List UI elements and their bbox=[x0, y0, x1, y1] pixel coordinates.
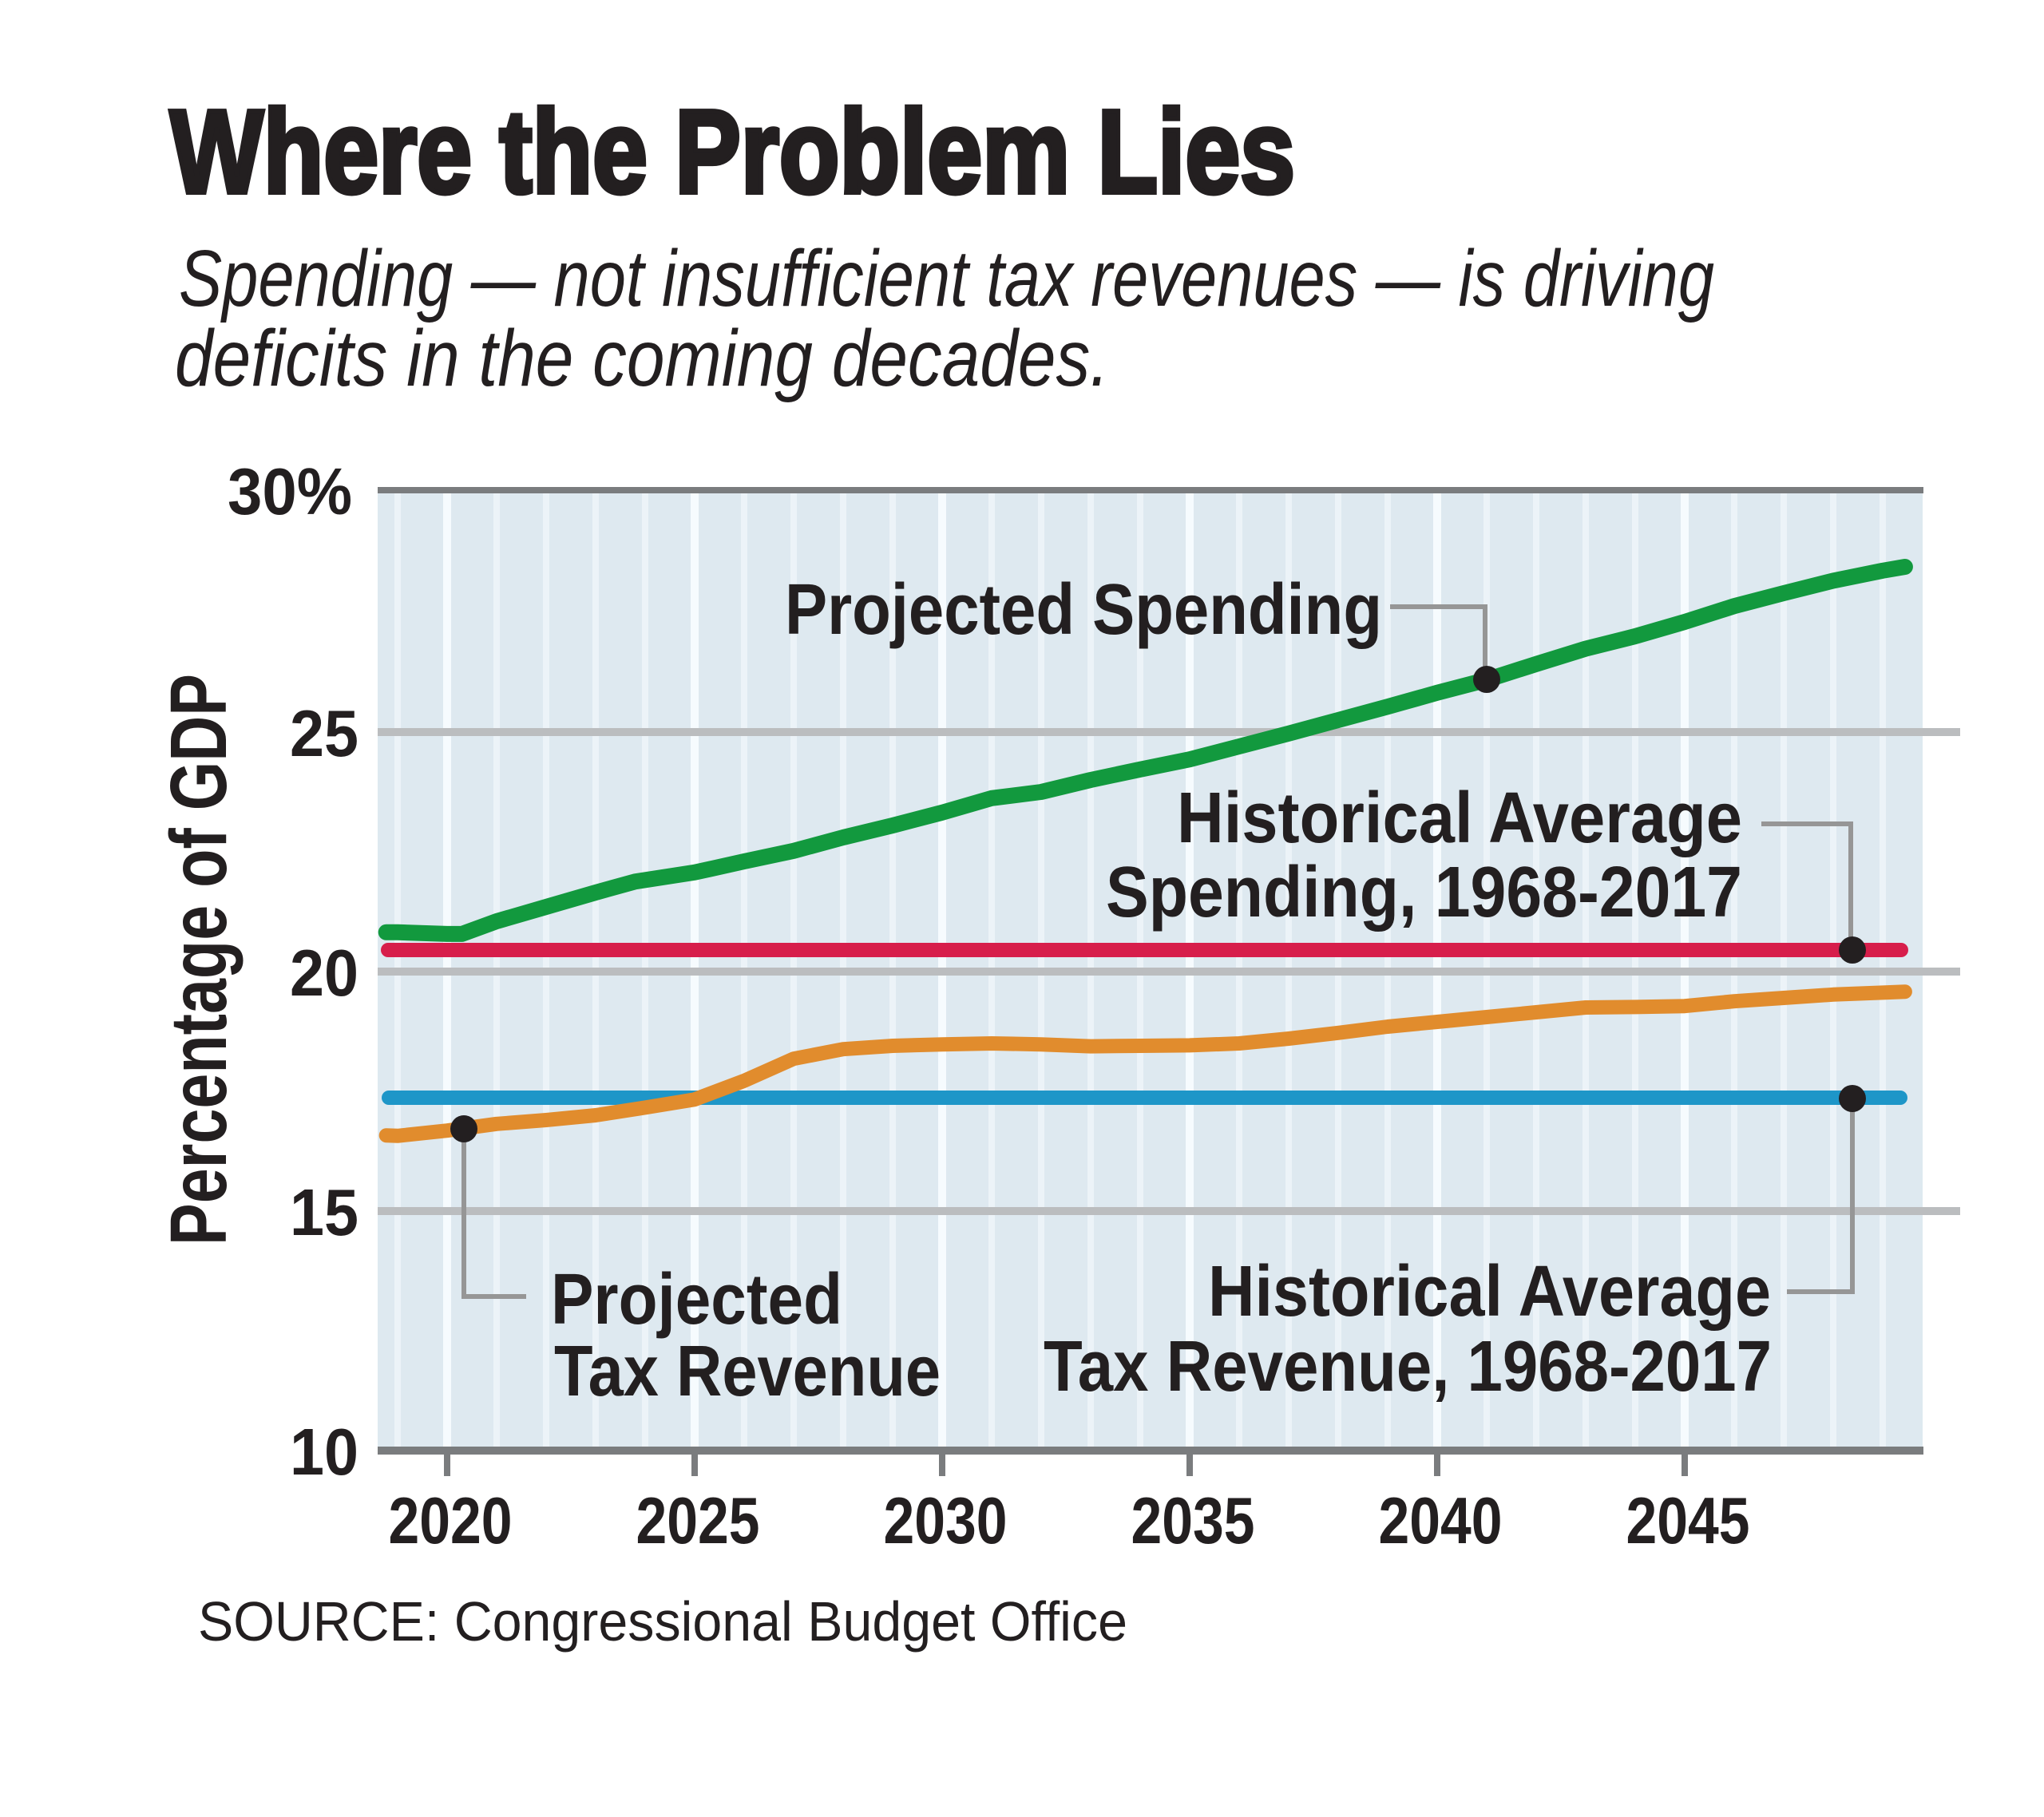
svg-text:Tax Revenue, 1968-2017: Tax Revenue, 1968-2017 bbox=[1044, 1327, 1772, 1407]
svg-text:2025: 2025 bbox=[636, 1483, 760, 1558]
svg-text:Percentage of GDP: Percentage of GDP bbox=[154, 674, 244, 1245]
svg-text:10: 10 bbox=[290, 1415, 358, 1489]
svg-text:Where the Problem Lies: Where the Problem Lies bbox=[170, 86, 1295, 218]
svg-text:deficits in the coming decades: deficits in the coming decades. bbox=[175, 314, 1109, 403]
svg-text:15: 15 bbox=[290, 1175, 358, 1249]
svg-text:2020: 2020 bbox=[389, 1483, 513, 1558]
svg-text:2035: 2035 bbox=[1131, 1483, 1255, 1558]
svg-text:30%: 30% bbox=[228, 454, 352, 528]
svg-text:Projected: Projected bbox=[551, 1260, 842, 1340]
svg-text:2040: 2040 bbox=[1379, 1483, 1503, 1558]
svg-text:Historical Average: Historical Average bbox=[1208, 1252, 1771, 1332]
svg-text:Historical Average: Historical Average bbox=[1177, 778, 1742, 858]
svg-text:2045: 2045 bbox=[1626, 1483, 1750, 1558]
svg-text:2030: 2030 bbox=[884, 1483, 1008, 1558]
svg-text:25: 25 bbox=[290, 696, 358, 770]
svg-text:Spending, 1968-2017: Spending, 1968-2017 bbox=[1106, 853, 1742, 932]
svg-text:Spending — not insufficient ta: Spending — not insufficient tax revenues… bbox=[179, 234, 1714, 323]
svg-text:SOURCE: Congressional Budget O: SOURCE: Congressional Budget Office bbox=[198, 1590, 1127, 1653]
svg-text:Projected Spending: Projected Spending bbox=[785, 570, 1382, 650]
svg-text:Tax Revenue: Tax Revenue bbox=[554, 1332, 941, 1411]
svg-text:20: 20 bbox=[290, 936, 358, 1010]
